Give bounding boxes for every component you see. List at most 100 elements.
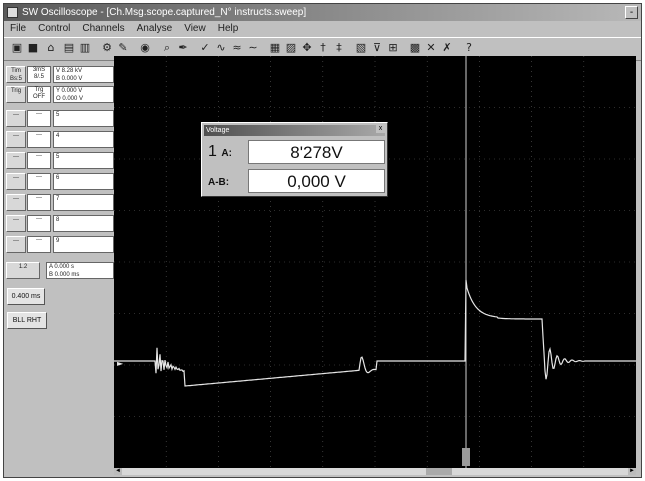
timebase-row: Tim Bs:5 3mS 8/.5 V 8.28 kV B 0.000 V	[6, 66, 114, 83]
run-button[interactable]: BLL RHT	[7, 312, 47, 329]
marker-a-icon[interactable]: †	[320, 41, 326, 54]
time-cursor-b: B 0.000 ms	[49, 272, 80, 278]
row-a-value: 8'278V	[248, 140, 385, 164]
channel-readout: 4	[53, 131, 114, 148]
channel-toggle[interactable]: ---	[6, 236, 26, 253]
channel-scale[interactable]: ---	[27, 152, 51, 169]
channel-readout: 7	[53, 194, 114, 211]
row-ab-label: A-B:	[205, 168, 250, 194]
app-icon[interactable]	[7, 7, 18, 18]
channel-toggle[interactable]: ---	[6, 194, 26, 211]
trigger-row: Trig Trg OFF Y 0.000 V O 0.000 V	[6, 86, 114, 103]
channel-row: --- --- 7	[6, 194, 114, 211]
channel-row: --- --- 4	[6, 131, 114, 148]
pen-icon[interactable]: ✒	[178, 41, 188, 54]
save-icon[interactable]: ■	[27, 41, 39, 54]
channel-toggle[interactable]: ---	[6, 215, 26, 232]
trigger-value[interactable]: Trg OFF	[27, 86, 51, 103]
offset-readout: Y 0.000 V O 0.000 V	[53, 86, 114, 103]
time-cursor-row: 1.2 A 0.000 s B 0.000 ms	[6, 262, 114, 279]
probe-icon[interactable]: ✎	[118, 41, 128, 54]
channel-scale[interactable]: ---	[27, 194, 51, 211]
row-ab-value: 0,000 V	[248, 169, 385, 193]
offset-y-value: Y 0.000 V	[56, 88, 83, 94]
check-icon[interactable]: ✓	[200, 41, 210, 54]
stop-icon[interactable]: ✗	[442, 41, 452, 54]
trigger-marker: ►	[117, 359, 124, 368]
time-cursor-a: A 0.000 s	[49, 264, 75, 270]
time-div-button[interactable]: 0.400 ms	[7, 288, 45, 305]
fft-icon[interactable]: ▩	[409, 41, 421, 54]
channel-row: --- --- 6	[6, 173, 114, 190]
zoom-icon[interactable]: ⌕	[163, 41, 171, 54]
title-bar: SW Oscilloscope - [Ch.Msg.scope.captured…	[4, 4, 641, 21]
channel-scale[interactable]: ---	[27, 215, 51, 232]
cursor-a-readout: V 8.28 kV B 0.000 V	[53, 66, 114, 83]
cursor-handle[interactable]	[462, 448, 470, 466]
target-icon[interactable]: ◉	[140, 41, 150, 54]
channel-readout: 5	[53, 110, 114, 127]
timebase-value[interactable]: 3mS 8/.5	[27, 66, 51, 83]
scroll-thumb[interactable]	[426, 468, 452, 475]
channel-toggle[interactable]: ---	[6, 173, 26, 190]
menu-file[interactable]: File	[10, 23, 27, 34]
new-icon[interactable]: ▣	[11, 41, 23, 54]
channel-toggle[interactable]: ---	[6, 110, 26, 127]
channel-scale[interactable]: ---	[27, 131, 51, 148]
channel-scale[interactable]: ---	[27, 173, 51, 190]
channel-toggle[interactable]: ---	[6, 131, 26, 148]
filter-icon[interactable]: ⊽	[372, 41, 382, 54]
menu-channels[interactable]: Channels	[82, 23, 125, 34]
row-a-label: 1 A:	[205, 139, 250, 165]
measurement-window[interactable]: Voltage x 1 A: 8'278V A-B: 0,000 V	[201, 122, 388, 197]
close-icon[interactable]: x	[376, 124, 385, 133]
channel-readout: 5	[53, 152, 114, 169]
menu-view[interactable]: View	[184, 23, 206, 34]
open-icon[interactable]: ⌂	[47, 41, 55, 54]
channel-readout: 9	[53, 236, 114, 253]
channel-row: --- --- 8	[6, 215, 114, 232]
time-cursor-readout: A 0.000 s B 0.000 ms	[46, 262, 114, 279]
timebase-button[interactable]: Tim Bs:5	[6, 66, 26, 83]
menu-control[interactable]: Control	[38, 23, 71, 34]
wave-icon[interactable]: ∿	[216, 41, 226, 54]
help-icon[interactable]: ?	[466, 41, 472, 54]
oscilloscope-screen[interactable]: ►	[114, 56, 636, 468]
measure-icon[interactable]: ▧	[355, 41, 367, 54]
channel-toggle[interactable]: ---	[6, 152, 26, 169]
channel-row: --- --- 5	[6, 152, 114, 169]
channel-row: --- --- 9	[6, 236, 114, 253]
print-icon[interactable]: ▤	[63, 41, 75, 54]
x-icon[interactable]: ✕	[426, 41, 436, 54]
scroll-right-icon[interactable]: ►	[628, 468, 636, 475]
channel-panel: Tim Bs:5 3mS 8/.5 V 8.28 kV B 0.000 V Tri…	[4, 60, 116, 479]
offset-o-value: O 0.000 V	[56, 96, 84, 102]
trigger-button[interactable]: Trig	[6, 86, 26, 103]
window-control-button[interactable]: -	[625, 6, 638, 19]
wave2-icon[interactable]: ≈	[232, 41, 242, 54]
menu-bar: File Control Channels Analyse View Help	[4, 21, 641, 37]
row-a-tag: A:	[221, 148, 232, 159]
horizontal-scrollbar[interactable]: ◄ ►	[114, 468, 636, 475]
copy-icon[interactable]: ▥	[79, 41, 91, 54]
time-scale-input[interactable]: 1.2	[6, 262, 40, 279]
chart-icon[interactable]: ▦	[269, 41, 281, 54]
wave3-icon[interactable]: ∼	[248, 41, 258, 54]
row-ab-tag: A-B:	[208, 177, 230, 188]
channel-readout: 6	[53, 173, 114, 190]
scale-icon[interactable]: ⊞	[388, 41, 398, 54]
settings-icon[interactable]: ⚙	[102, 41, 112, 54]
grid	[114, 56, 636, 468]
channel-scale[interactable]: ---	[27, 236, 51, 253]
menu-analyse[interactable]: Analyse	[136, 23, 173, 34]
marker-b-icon[interactable]: ‡	[336, 41, 342, 54]
channel-scale[interactable]: ---	[27, 110, 51, 127]
waveform-trace	[114, 279, 636, 387]
channel-readout: 8	[53, 215, 114, 232]
cursor-icon[interactable]: ✥	[302, 41, 312, 54]
channel-number: 1	[208, 143, 217, 160]
scroll-left-icon[interactable]: ◄	[114, 468, 122, 475]
channel-row: --- --- 5	[6, 110, 114, 127]
menu-help[interactable]: Help	[217, 23, 239, 34]
grid-icon[interactable]: ▨	[285, 41, 297, 54]
